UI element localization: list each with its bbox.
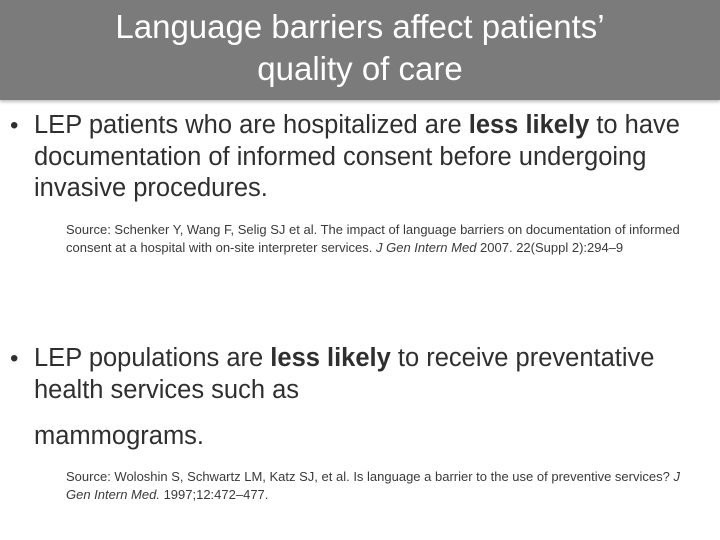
bullet-2-post: to receive preventative health services … (34, 344, 655, 404)
bullet-2-text: • LEP populations are less likely to rec… (10, 343, 710, 453)
bullet-2: • LEP populations are less likely to rec… (10, 343, 710, 453)
source-1-text: Source: Schenker Y, Wang F, Selig SJ et … (66, 222, 680, 255)
bullet-marker: • (10, 112, 19, 139)
title-line-2: quality of care (257, 50, 463, 87)
bullet-1-pre: LEP patients who are hospitalized are (34, 111, 469, 139)
bullet-1-emphasis: less likely (468, 111, 590, 139)
bullet-1-text: • LEP patients who are hospitalized are … (10, 110, 710, 205)
source-2-text: Source: Woloshin S, Schwartz LM, Katz SJ… (66, 469, 674, 484)
source-citation-1: Source: Schenker Y, Wang F, Selig SJ et … (66, 221, 706, 257)
bullet-1: • LEP patients who are hospitalized are … (10, 110, 710, 205)
source-2-journal: J Gen Intern Med. (66, 469, 680, 502)
source-citation-2: Source: Woloshin S, Schwartz LM, Katz SJ… (66, 468, 706, 504)
bullet-2-continuation: mammograms. (34, 422, 205, 450)
title-bar: Language barriers affect patients’ quali… (0, 0, 720, 100)
source-2-details: 1997;12:472–477. (159, 487, 269, 502)
bullet-2-pre: LEP populations are (34, 344, 271, 372)
source-1-details: 2007. 22(Suppl 2):294–9 (476, 240, 624, 255)
bullet-2-emphasis: less likely (270, 344, 391, 372)
bullet-marker: • (10, 345, 19, 372)
title-line-1: Language barriers affect patients’ (115, 8, 605, 45)
slide-title: Language barriers affect patients’ quali… (0, 6, 720, 90)
bullet-1-post: to have documentation of informed consen… (34, 111, 680, 202)
source-1-journal: J Gen Intern Med (375, 240, 477, 255)
